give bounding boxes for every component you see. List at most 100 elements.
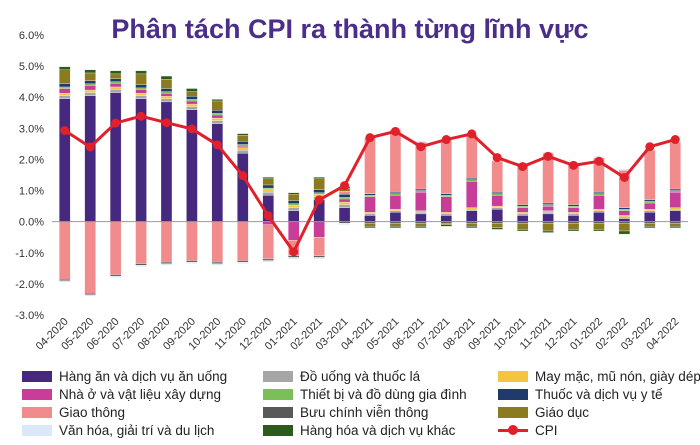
cpi-point (670, 135, 680, 145)
bar-segment (644, 226, 656, 229)
bar-segment (109, 89, 122, 93)
legend-label: Đồ uống và thuốc lá (300, 369, 421, 384)
cpi-point (390, 126, 400, 136)
bar-segment (542, 223, 554, 232)
cpi-point (594, 156, 604, 166)
cpi-point (340, 181, 350, 191)
legend-label: Hàng ăn và dịch vụ ăn uống (59, 369, 228, 384)
y-tick-label: 5.0% (19, 61, 44, 73)
bar-segment (440, 212, 452, 215)
legend-label: Nhà ở và vật liệu xây dựng (59, 387, 221, 402)
cpi-point (441, 135, 451, 145)
bar-segment (389, 223, 402, 227)
legend-swatch (498, 407, 528, 418)
bar-segment (211, 123, 224, 222)
cpi-point (187, 124, 197, 134)
legend-item: CPI (498, 422, 558, 439)
bar-segment (389, 210, 402, 213)
bar-segment (516, 223, 529, 230)
bar-segment (669, 226, 681, 229)
bar-segment (669, 223, 681, 227)
bar-segment (288, 200, 300, 204)
bar-segment (135, 84, 147, 89)
bar-segment (567, 223, 580, 230)
bar-segment (211, 114, 224, 119)
legend: Hàng ăn và dịch vụ ăn uống Đồ uống và thu… (22, 368, 700, 443)
bar-segment (262, 177, 274, 179)
bar-segment (389, 209, 402, 211)
legend-item: Văn hóa, giải trí và du lịch (22, 422, 214, 439)
cpi-point (161, 118, 171, 128)
bar-segment (84, 72, 96, 81)
bar-segment (84, 92, 96, 96)
bar-segment (237, 221, 249, 261)
bar-segment (288, 194, 300, 201)
bar-segment (491, 193, 503, 196)
bar-segment (389, 193, 402, 196)
legend-label: Thuốc và dịch vụ y tế (535, 387, 663, 402)
bar-segment (135, 221, 147, 264)
bar-segment (364, 223, 376, 227)
bar-segment (364, 196, 376, 213)
y-tick-label: 6.0% (19, 30, 44, 42)
bar-segment (288, 192, 300, 195)
bar-segment (593, 209, 605, 211)
bar-segment (160, 75, 173, 80)
bar-segment (669, 210, 681, 222)
bar-segment (313, 237, 325, 257)
bar-segment (669, 142, 681, 190)
bar-segment (59, 69, 71, 84)
cpi-point (314, 195, 324, 205)
bar-segment (669, 207, 681, 210)
legend-swatch (498, 425, 528, 436)
bar-segment (364, 193, 376, 196)
bar-segment (237, 144, 249, 147)
bar-segment (567, 229, 580, 232)
legend-item: Giáo dục (498, 404, 589, 421)
cpi-point (60, 126, 70, 136)
cpi-point (492, 153, 502, 163)
bar-segment (567, 213, 580, 216)
bar-segment (440, 140, 452, 194)
bar-segment (516, 213, 529, 216)
bar-segment (59, 93, 71, 96)
bar-segment (593, 193, 605, 196)
bar-segment (644, 201, 656, 204)
bar-segment (237, 141, 249, 145)
bar-segment (466, 207, 478, 210)
bar-segment (516, 215, 529, 222)
bar-segment (466, 210, 478, 222)
bar-segment (59, 86, 71, 89)
bar-segment (542, 204, 554, 207)
bar-segment (160, 93, 173, 97)
bar-segment (466, 179, 478, 182)
bar-segment (237, 149, 249, 154)
bar-segment (109, 275, 122, 278)
bar-segment (313, 178, 325, 190)
legend-item: Hàng hóa và dịch vụ khác (263, 422, 455, 439)
chart-title: Phân tách CPI ra thành từng lĩnh vực (111, 14, 589, 44)
bar-segment (211, 120, 224, 124)
bar-segment (669, 209, 681, 211)
y-tick-label: 2.0% (19, 154, 44, 166)
bar-segment (440, 223, 452, 225)
bar-segment (186, 88, 198, 92)
bar-segment (186, 91, 198, 97)
cpi-point (416, 142, 426, 152)
bar-segment (135, 89, 147, 94)
bar-segment (135, 87, 147, 90)
bar-segment (186, 260, 198, 263)
bar-segment (415, 226, 427, 229)
bar-segment (59, 88, 71, 94)
bar-segment (338, 207, 351, 222)
bar-segment (59, 221, 71, 280)
bar-segment (415, 223, 427, 227)
bar-segment (364, 212, 376, 215)
bar-segment (542, 202, 554, 205)
bar-segment (389, 129, 402, 193)
y-tick-label: -3.0% (15, 310, 44, 322)
legend-label: Bưu chính viễn thông (300, 405, 429, 420)
bar-segment (237, 260, 249, 263)
bar-segment (135, 265, 147, 267)
bar-segment (669, 191, 681, 208)
